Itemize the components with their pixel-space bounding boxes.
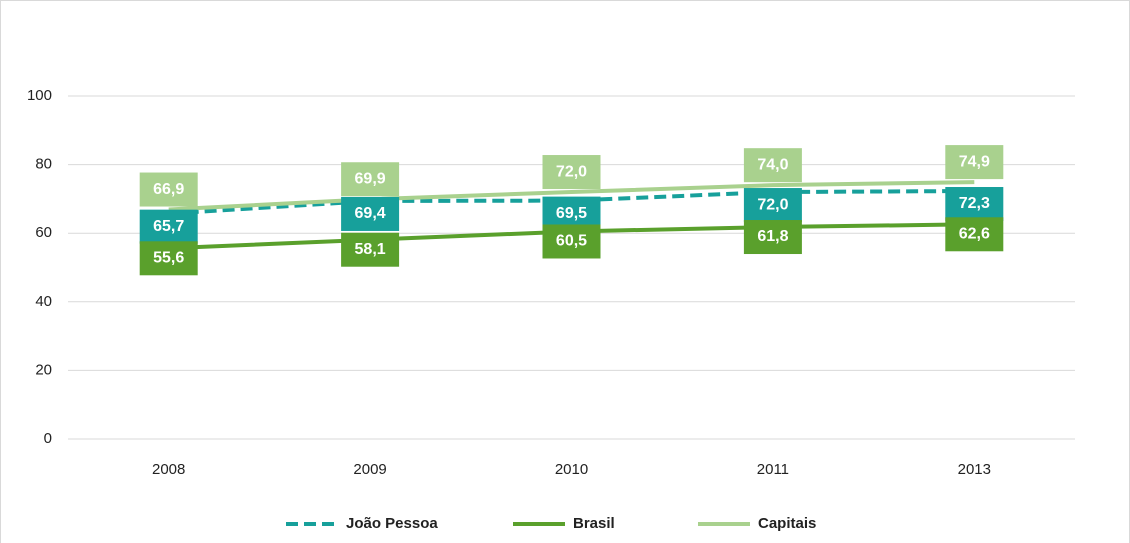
data-label: 74,0	[757, 156, 788, 173]
data-label: 65,7	[153, 218, 184, 235]
x-tick-label: 2013	[958, 461, 991, 478]
legend-label: Capitais	[758, 515, 816, 532]
y-tick-label: 60	[35, 224, 52, 241]
y-tick-label: 0	[44, 430, 52, 447]
data-label: 72,0	[556, 163, 587, 180]
label-box	[341, 232, 400, 267]
label-box	[139, 172, 198, 207]
label-box	[743, 220, 802, 255]
legend-label: João Pessoa	[346, 515, 438, 532]
data-label: 66,9	[153, 181, 184, 198]
x-tick-label: 2009	[353, 461, 386, 478]
label-box	[743, 188, 802, 223]
data-label: 69,4	[355, 205, 386, 222]
x-tick-label: 2011	[757, 461, 789, 478]
label-box	[139, 209, 198, 244]
data-label: 74,9	[959, 153, 990, 170]
label-box	[341, 196, 400, 231]
label-box	[945, 145, 1004, 180]
legend-label: Brasil	[573, 515, 615, 532]
data-label: 72,3	[959, 195, 990, 212]
label-box	[139, 241, 198, 276]
label-box	[341, 162, 400, 197]
label-box	[542, 224, 601, 259]
data-label: 60,5	[556, 233, 587, 250]
data-label: 55,6	[153, 250, 184, 267]
label-box	[743, 148, 802, 183]
series-line	[168, 180, 975, 212]
label-box	[945, 187, 1004, 222]
label-box	[945, 217, 1004, 252]
data-label: 69,5	[556, 205, 587, 222]
y-tick-label: 100	[27, 87, 52, 104]
data-label: 69,9	[355, 170, 386, 187]
y-tick-label: 40	[35, 293, 52, 310]
data-label: 62,6	[959, 226, 990, 243]
data-label: 61,8	[757, 228, 788, 245]
x-tick-label: 2008	[152, 461, 185, 478]
label-box	[542, 155, 601, 190]
data-label: 72,0	[757, 196, 788, 213]
y-tick-label: 20	[35, 361, 52, 378]
y-tick-label: 80	[35, 156, 52, 173]
x-tick-label: 2010	[555, 461, 588, 478]
data-label: 58,1	[355, 241, 386, 258]
